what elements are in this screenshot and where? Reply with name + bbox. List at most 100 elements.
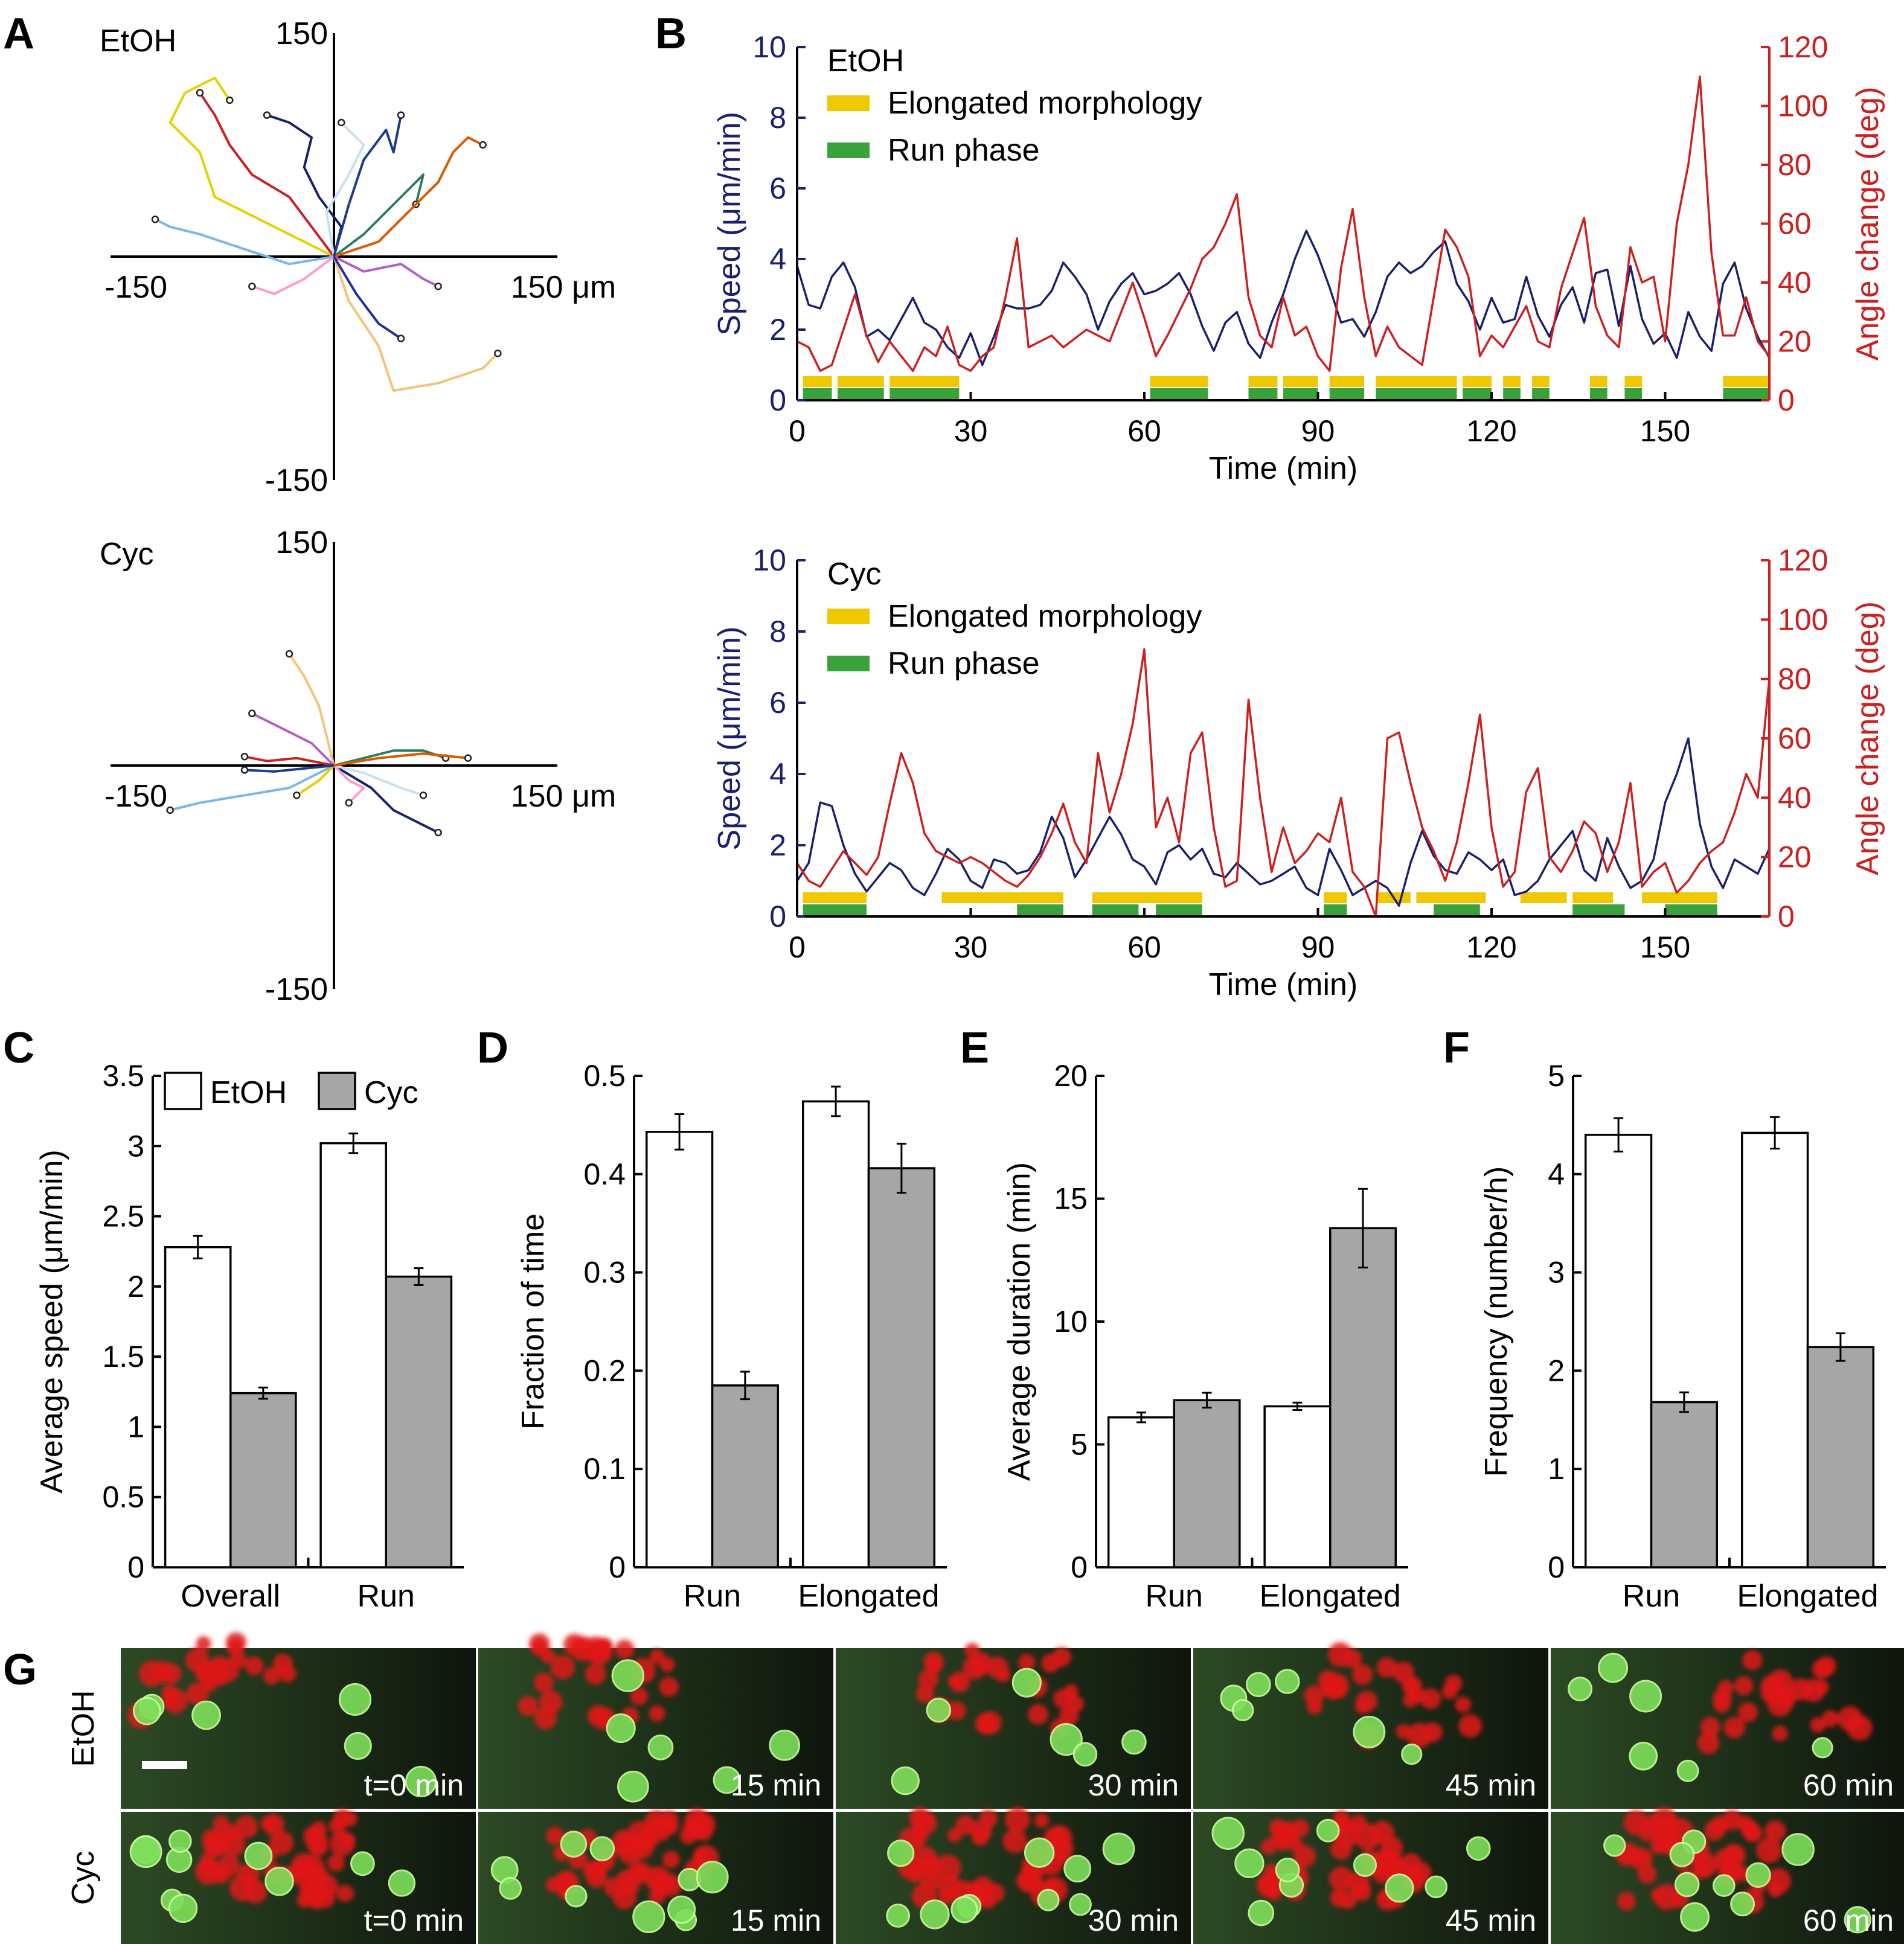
- x-tick-label: 30: [954, 930, 988, 964]
- red-cell: [615, 1640, 635, 1660]
- track-endpoint-2: [166, 806, 174, 814]
- green-cell: [696, 1861, 729, 1894]
- red-cell: [1329, 1866, 1353, 1891]
- x-tick-label: 120: [1466, 414, 1516, 448]
- red-cell: [1810, 1717, 1826, 1733]
- bar-cyc-elongated: [867, 1167, 936, 1568]
- condition-title: Cyc: [100, 537, 154, 572]
- red-cell: [975, 1713, 997, 1735]
- x-tick-label: 120: [1466, 930, 1516, 964]
- red-cell: [1697, 1731, 1720, 1754]
- red-cell: [269, 1830, 294, 1855]
- y-tick-label: 0.2: [583, 1354, 626, 1387]
- legend-swatch-etoh: [164, 1072, 202, 1110]
- green-cell: [1712, 1874, 1736, 1898]
- panel-letter-a: A: [3, 10, 34, 58]
- green-cell: [499, 1876, 522, 1900]
- elongated-band-5: [1283, 376, 1318, 387]
- red-cell: [964, 1643, 980, 1658]
- speed-series-line: [796, 737, 1771, 907]
- red-cell: [963, 1656, 987, 1680]
- bar-etoh-run: [319, 1142, 387, 1568]
- panel-letter-d: D: [477, 1024, 508, 1072]
- y-tick-label: 6: [769, 171, 786, 205]
- y2-tick-label: 40: [1778, 266, 1812, 299]
- time-label-cyc: 60 min: [1803, 1904, 1894, 1937]
- green-cell: [1050, 1723, 1083, 1756]
- red-cell: [1354, 1698, 1371, 1714]
- row-label-etoh: EtOH: [66, 1690, 101, 1767]
- y-tick-label: 2: [127, 1270, 144, 1303]
- y-tick-label: 10: [752, 543, 786, 577]
- red-cell: [1630, 1847, 1653, 1871]
- track-7: [333, 764, 365, 804]
- elongated-band-5: [1416, 892, 1486, 903]
- red-cell: [1837, 1706, 1863, 1731]
- red-cell: [186, 1682, 209, 1705]
- category-label: Run: [357, 1579, 415, 1614]
- green-cell: [168, 1893, 198, 1923]
- red-cell: [1821, 1710, 1839, 1728]
- time-label-etoh: 45 min: [1446, 1768, 1536, 1802]
- red-cell: [682, 1816, 707, 1840]
- y-tick-label: 0.4: [583, 1157, 626, 1191]
- red-cell: [1789, 1678, 1812, 1701]
- green-cell: [560, 1830, 588, 1858]
- condition-title: Cyc: [827, 557, 882, 592]
- track-endpoint-5: [434, 828, 442, 837]
- red-cell: [310, 1821, 327, 1837]
- run-band-10: [1532, 388, 1550, 399]
- track-endpoint-7: [434, 283, 442, 290]
- red-cell: [272, 1654, 293, 1674]
- red-cell: [1814, 1680, 1829, 1695]
- elongated-band-2: [889, 376, 960, 387]
- legend-label-elongated: Elongated morphology: [888, 86, 1202, 121]
- elongated-band-0: [803, 892, 867, 903]
- run-band-6: [1572, 904, 1625, 915]
- red-cell: [518, 1696, 538, 1716]
- red-cell: [934, 1855, 961, 1881]
- red-cell: [1723, 1716, 1745, 1739]
- red-cell: [649, 1705, 665, 1722]
- track-endpoint-5: [151, 216, 159, 223]
- red-cell: [1740, 1819, 1759, 1838]
- track-5: [333, 764, 439, 834]
- green-cell: [350, 1851, 375, 1876]
- red-cell: [1034, 1813, 1050, 1828]
- green-cell: [1121, 1729, 1147, 1755]
- track-4: [244, 755, 335, 767]
- red-cell: [1330, 1838, 1352, 1860]
- bar-etoh-elongated: [1263, 1405, 1332, 1568]
- red-cell: [235, 1815, 258, 1838]
- run-band-13: [1723, 388, 1769, 399]
- red-cell: [245, 1656, 264, 1675]
- track-endpoint-1: [248, 709, 256, 717]
- red-cell: [1693, 1852, 1717, 1877]
- green-cell: [769, 1730, 801, 1761]
- run-band-3: [1150, 388, 1208, 399]
- green-cell: [405, 1765, 437, 1798]
- red-cell: [263, 1667, 281, 1685]
- run-band-5: [1434, 904, 1480, 915]
- panel-f-frequency: 0 1 2 3 4 5 Run Elongated Frequency (number/h): [1479, 1059, 1886, 1614]
- red-cell: [970, 1820, 992, 1842]
- category-label: Elongated: [798, 1579, 939, 1614]
- red-cell: [1816, 1656, 1836, 1676]
- green-cell: [1598, 1652, 1629, 1683]
- bar-cyc-elongated: [1806, 1346, 1875, 1568]
- condition-title: EtOH: [100, 24, 176, 59]
- angle-series-line: [796, 648, 1771, 918]
- x-tick-label: 150: [1640, 414, 1690, 448]
- red-cell: [662, 1850, 680, 1869]
- red-cell: [918, 1669, 939, 1690]
- y-tick-label: 20: [1054, 1059, 1088, 1093]
- track-3: [333, 173, 425, 258]
- green-cell: [632, 1900, 665, 1934]
- panel-e-average-duration: 0 5 10 15 20 Run Elongated Average duration (mi…: [1002, 1059, 1408, 1614]
- green-cell: [1730, 1891, 1755, 1917]
- track-endpoint-8: [240, 766, 249, 774]
- green-cell: [1674, 1872, 1700, 1898]
- elongated-band-9: [1503, 376, 1521, 387]
- time-label-cyc: 15 min: [731, 1904, 821, 1937]
- y2-axis-label: Angle change (deg): [1850, 87, 1885, 361]
